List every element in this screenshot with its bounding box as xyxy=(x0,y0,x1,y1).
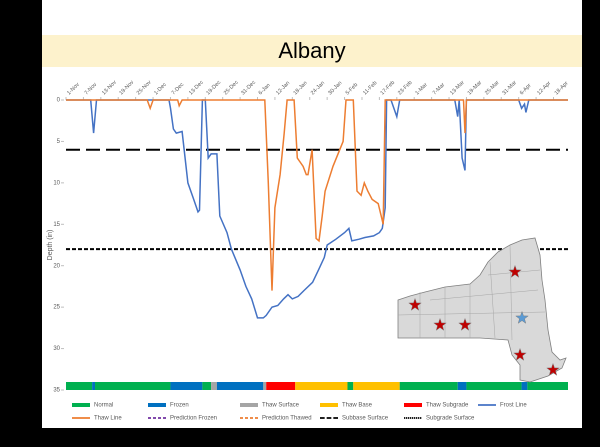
ny-map xyxy=(397,237,567,383)
status-segment xyxy=(527,382,568,390)
status-segment xyxy=(211,382,217,390)
y-tick-label: 35 xyxy=(53,388,60,394)
legend-label: Prediction Frozen xyxy=(170,416,217,422)
legend-label: Normal xyxy=(94,403,113,409)
status-segment xyxy=(466,382,522,390)
legend-swatch xyxy=(148,403,166,407)
legend-label: Prediction Thawed xyxy=(262,416,312,422)
map-star xyxy=(408,297,422,311)
y-tick-label: 0 xyxy=(57,98,61,104)
legend-swatch xyxy=(404,403,422,407)
y-axis-label: Depth (in) xyxy=(47,230,54,261)
y-tick-label: 10 xyxy=(53,180,60,186)
status-segment xyxy=(202,382,212,390)
y-tick-label: 20 xyxy=(53,263,60,269)
legend-label: Thaw Subgrade xyxy=(426,403,469,409)
status-segment xyxy=(263,382,267,390)
status-segment xyxy=(216,382,264,390)
map-star xyxy=(546,362,560,376)
status-segment xyxy=(399,382,458,390)
status-segment xyxy=(457,382,467,390)
map-star xyxy=(433,317,447,331)
status-segment xyxy=(266,382,296,390)
legend-label: Frost Line xyxy=(500,403,527,409)
panel xyxy=(42,0,582,428)
map-star xyxy=(515,310,529,324)
legend-label: Subbase Surface xyxy=(342,416,389,422)
series-line xyxy=(66,99,568,291)
status-segment xyxy=(521,382,528,390)
legend-label: Subgrade Surface xyxy=(426,416,475,422)
status-segment xyxy=(347,382,354,390)
legend-label: Thaw Base xyxy=(342,403,373,409)
legend-label: Thaw Line xyxy=(94,416,122,422)
legend-label: Frozen xyxy=(170,403,189,409)
y-tick-label: 25 xyxy=(53,305,60,311)
status-segment xyxy=(92,382,96,390)
map-star xyxy=(508,264,522,278)
map-star xyxy=(458,317,472,331)
y-tick-label: 30 xyxy=(53,346,60,352)
title-band xyxy=(42,35,582,67)
y-tick-label: 5 xyxy=(57,139,61,145)
status-segment xyxy=(66,382,93,390)
status-segment xyxy=(353,382,400,390)
legend-swatch xyxy=(72,403,90,407)
status-segment xyxy=(170,382,203,390)
series-line xyxy=(66,99,568,319)
legend-label: Thaw Surface xyxy=(262,403,300,409)
legend-swatch xyxy=(320,403,338,407)
status-segment xyxy=(295,382,348,390)
status-segment xyxy=(95,382,171,390)
legend-swatch xyxy=(240,403,258,407)
y-tick-label: 15 xyxy=(53,222,60,228)
map-star xyxy=(513,347,527,361)
chart-title: Albany xyxy=(278,38,345,63)
